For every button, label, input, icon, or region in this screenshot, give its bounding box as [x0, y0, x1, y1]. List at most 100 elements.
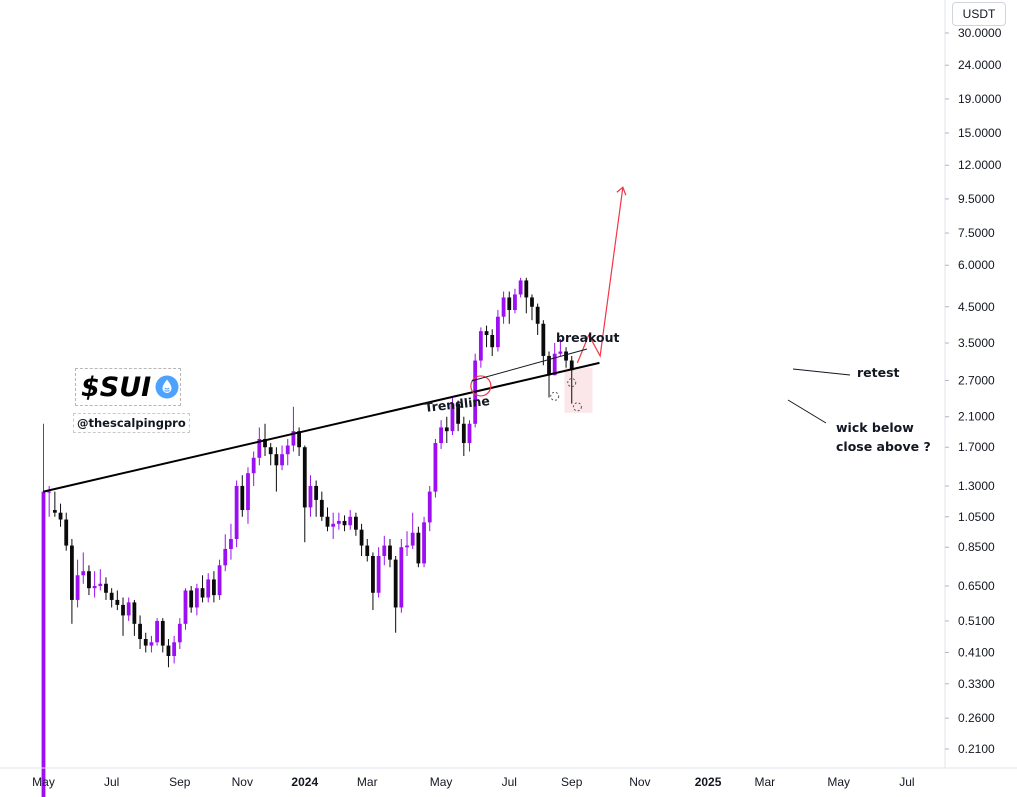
x-tick-label: May — [430, 775, 453, 789]
candle — [52, 491, 57, 517]
y-tick-label: 30.0000 — [958, 26, 1002, 40]
candle-body — [138, 623, 142, 640]
x-tick-label: Mar — [755, 775, 776, 789]
candle — [461, 416, 466, 456]
trendline[interactable] — [43, 361, 600, 493]
candles-layer — [41, 277, 574, 797]
x-tick-label: May — [32, 775, 55, 789]
candle-body — [229, 539, 233, 549]
candle-body — [399, 547, 404, 608]
y-tick-label: 0.3300 — [958, 677, 995, 691]
x-tick-label: Jul — [899, 775, 914, 789]
candle-body — [81, 571, 86, 576]
candle — [433, 438, 438, 498]
candle — [200, 575, 205, 603]
candle — [336, 512, 341, 530]
x-tick-label: May — [827, 775, 850, 789]
y-tick-label: 6.0000 — [958, 258, 995, 272]
candle-body — [115, 599, 120, 605]
candle — [223, 534, 228, 572]
candle-body — [70, 545, 74, 600]
candle — [115, 590, 120, 611]
candle — [177, 618, 182, 649]
candle — [348, 510, 353, 530]
y-tick-label: 24.0000 — [958, 58, 1002, 72]
candle — [229, 523, 233, 560]
candle — [552, 343, 557, 376]
candle-body — [52, 510, 57, 513]
currency-selector[interactable]: USDT — [952, 2, 1006, 26]
candle — [314, 480, 319, 517]
close-above-label: close above ? — [836, 439, 931, 454]
breakout-pointer — [471, 348, 588, 382]
x-tick-label: Nov — [629, 775, 650, 789]
price-axis[interactable]: 30.0000 24.0000 19.0000 15.0000 12.0000 9.500… — [944, 0, 1002, 768]
candle — [217, 559, 222, 600]
candle-body — [234, 485, 239, 540]
candle-body — [325, 516, 330, 527]
candle-body — [297, 431, 301, 448]
candle-body — [427, 491, 432, 523]
x-tick-label: Nov — [232, 775, 253, 789]
candle — [206, 573, 211, 603]
candle — [280, 445, 284, 471]
candle-body — [87, 571, 91, 589]
candle — [234, 480, 239, 548]
candle-body — [336, 520, 341, 524]
candle-body — [382, 545, 387, 556]
candle — [246, 467, 250, 524]
candle-body — [263, 438, 267, 448]
candle-body — [535, 306, 540, 324]
candle — [354, 512, 358, 536]
candle — [132, 599, 137, 636]
candle-body — [200, 588, 205, 598]
x-tick-label: Sep — [561, 775, 583, 789]
candle-body — [524, 280, 529, 298]
candle — [456, 400, 461, 432]
y-tick-label: 0.6500 — [958, 579, 995, 593]
candle — [524, 277, 529, 314]
time-axis[interactable]: May Jul Sep Nov 2024 Mar May Jul Sep Nov 2025 Mar Ma… — [0, 767, 1017, 789]
candle-body — [257, 438, 262, 458]
candle-body — [285, 445, 290, 455]
y-tick-label: 4.5000 — [958, 300, 995, 314]
candle-body — [490, 335, 495, 348]
candle-body — [121, 604, 125, 616]
candle-body — [433, 443, 438, 492]
candle-body — [291, 431, 296, 446]
candle — [427, 485, 432, 532]
candle-body — [98, 583, 103, 586]
candle — [331, 512, 336, 540]
candle-body — [393, 559, 398, 608]
candle — [399, 539, 404, 613]
x-tick-label: 2025 — [695, 775, 722, 789]
projection-path[interactable] — [576, 187, 624, 364]
candle — [450, 397, 455, 436]
candle-body — [461, 423, 466, 444]
candle-body — [365, 545, 370, 556]
y-tick-label: 15.0000 — [958, 126, 1002, 140]
candle-body — [109, 592, 114, 600]
retest-label: retest — [857, 365, 900, 380]
candle-body — [143, 639, 148, 646]
candle-body — [478, 331, 483, 361]
candle-body — [212, 579, 216, 596]
y-tick-label: 7.5000 — [958, 226, 995, 240]
candle — [212, 571, 216, 603]
candle — [410, 512, 415, 549]
candle-body — [359, 529, 364, 546]
candle-body — [564, 351, 568, 361]
candle-body — [348, 516, 353, 526]
wick-highlight-box — [564, 367, 593, 413]
candle — [274, 447, 279, 492]
candle-body — [541, 323, 546, 356]
drawings-layer — [43, 186, 851, 493]
y-tick-label: 2.7000 — [958, 373, 995, 387]
candle-body — [507, 297, 512, 310]
candle-body — [177, 623, 182, 643]
candle-body — [439, 427, 443, 444]
y-tick-label: 0.2600 — [958, 711, 995, 725]
candle — [393, 555, 398, 633]
retest-marker — [572, 402, 582, 412]
